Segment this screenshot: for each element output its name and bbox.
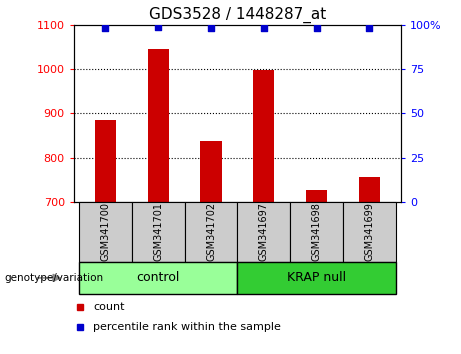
Text: percentile rank within the sample: percentile rank within the sample xyxy=(94,322,281,332)
Bar xyxy=(359,177,380,202)
Bar xyxy=(148,49,169,202)
Text: GSM341701: GSM341701 xyxy=(153,202,163,261)
Bar xyxy=(201,141,222,202)
Point xyxy=(313,25,320,31)
Text: GSM341697: GSM341697 xyxy=(259,202,269,261)
Text: count: count xyxy=(94,302,125,312)
Point xyxy=(102,25,109,31)
Text: genotype/variation: genotype/variation xyxy=(5,273,104,283)
Text: GSM341698: GSM341698 xyxy=(312,202,322,261)
Bar xyxy=(306,190,327,202)
Text: GSM341700: GSM341700 xyxy=(100,202,111,261)
Bar xyxy=(253,70,274,202)
Bar xyxy=(79,262,237,294)
Bar xyxy=(79,202,132,262)
Title: GDS3528 / 1448287_at: GDS3528 / 1448287_at xyxy=(149,7,326,23)
Point xyxy=(207,25,215,31)
Point xyxy=(154,24,162,29)
Bar xyxy=(132,202,184,262)
Bar xyxy=(237,202,290,262)
Text: GSM341702: GSM341702 xyxy=(206,202,216,262)
Bar xyxy=(237,262,396,294)
Text: KRAP null: KRAP null xyxy=(287,272,346,284)
Text: control: control xyxy=(136,272,180,284)
Bar xyxy=(290,202,343,262)
Bar xyxy=(184,202,237,262)
Bar xyxy=(95,120,116,202)
Bar xyxy=(343,202,396,262)
Point xyxy=(260,25,267,31)
Text: GSM341699: GSM341699 xyxy=(364,202,374,261)
Point xyxy=(366,25,373,31)
